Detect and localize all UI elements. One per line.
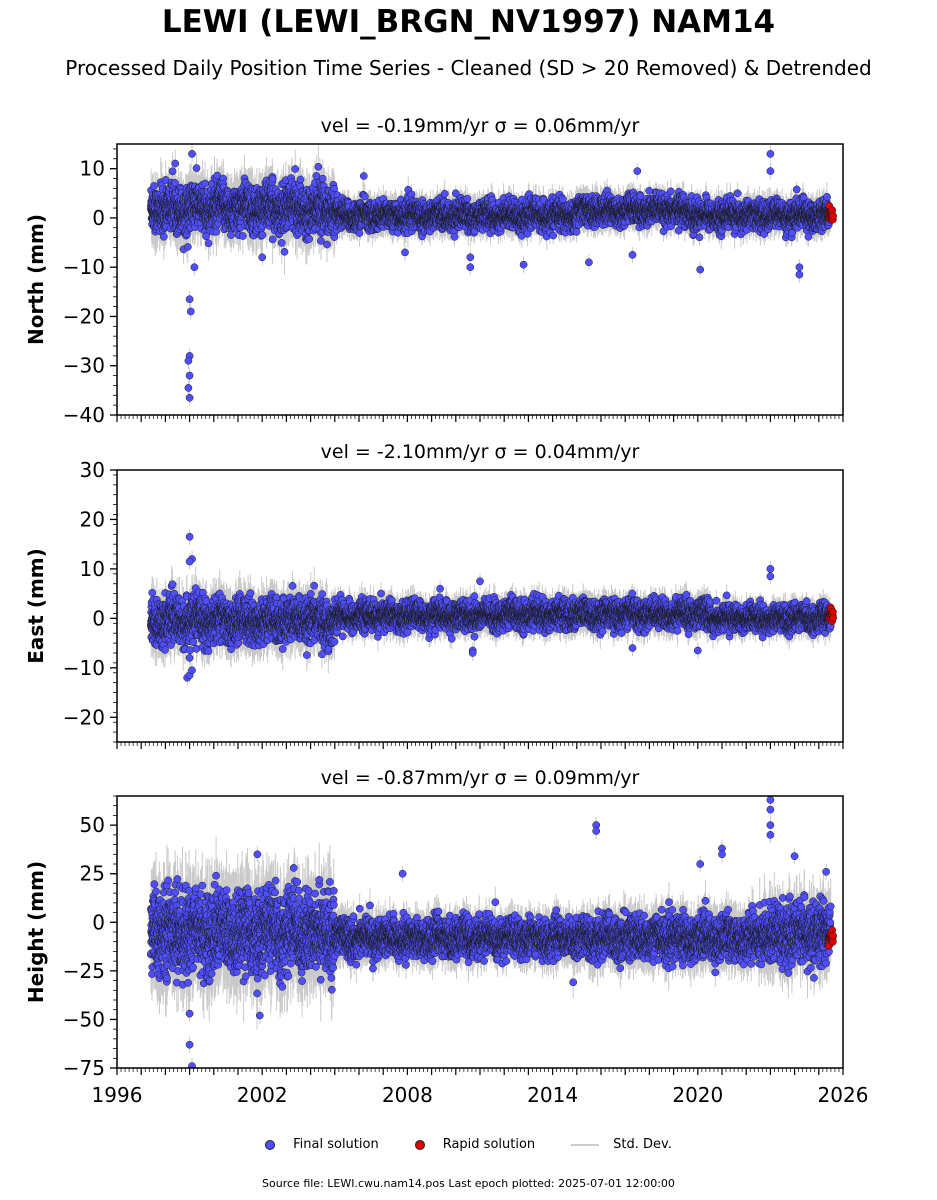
panel-0-final-point [558, 195, 567, 204]
panel-0-final-point [192, 164, 201, 172]
panel-0-data [147, 145, 837, 406]
panel-0-final-point [183, 243, 192, 251]
panel-0-final-point [204, 239, 213, 248]
panel-0-final-point [305, 235, 313, 243]
panel-0-final-point [323, 240, 331, 249]
panel-0-final-point [277, 239, 286, 247]
chart-title: LEWI (LEWI_BRGN_NV1997) NAM14 [0, 4, 937, 40]
chart-subtitle: Processed Daily Position Time Series - C… [0, 56, 937, 80]
panel-0-final-point [239, 232, 247, 240]
panel-0-final-point [318, 174, 327, 183]
panel-0-final-point [268, 235, 277, 244]
panel-0-final-point [201, 179, 209, 188]
panel-0-final-point [361, 192, 369, 201]
panel-0-final-point [258, 231, 267, 239]
panel-0-final-point [355, 229, 364, 237]
panel-0-final-point [168, 167, 177, 176]
panel-0-final-point [440, 189, 449, 198]
panel-0-final-point [227, 231, 235, 239]
panel-0-final-point [150, 182, 158, 190]
panel-0-final-point [450, 233, 459, 241]
panel-0-final-point [549, 231, 558, 240]
panel-0-final-point [171, 159, 180, 168]
panel-0-final-point [202, 232, 210, 241]
panel-0-final-point [268, 174, 277, 183]
panel-0-final-point [280, 247, 289, 256]
panel-0-final-point [572, 228, 581, 236]
panel-0-final-point [159, 232, 168, 241]
panel-0-std-dev-bars [150, 145, 832, 406]
panel-0-final-point [314, 162, 323, 171]
panel-0-final-point [463, 194, 472, 203]
panel-0-final-point [296, 175, 305, 184]
panel-0-final-point [291, 165, 300, 173]
